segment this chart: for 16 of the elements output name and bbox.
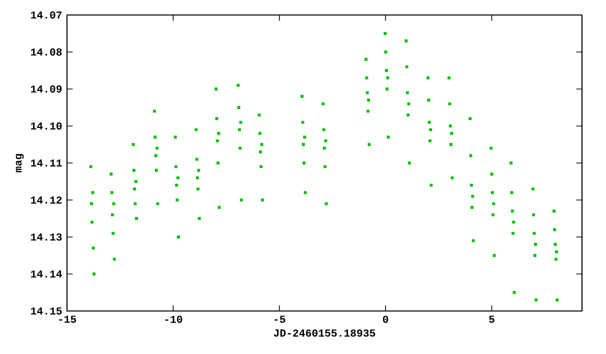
x-tick-label: -15 xyxy=(59,316,76,323)
y-tick-label: 14.11 xyxy=(31,159,62,167)
y-tick-label: 14.09 xyxy=(31,85,62,93)
x-tick-label: 0 xyxy=(382,316,388,323)
x-tick-label: -10 xyxy=(165,316,182,323)
x-axis-title: JD-2460155.18935 xyxy=(274,329,376,337)
y-tick-label: 14.15 xyxy=(31,307,62,315)
y-tick-label: 14.12 xyxy=(31,196,62,204)
y-tick-label: 14.07 xyxy=(31,11,62,19)
y-tick-label: 14.08 xyxy=(31,48,62,56)
x-tick-label: -5 xyxy=(274,316,286,323)
y-axis-title: mag xyxy=(16,154,24,172)
y-tick-label: 14.14 xyxy=(31,270,62,278)
y-tick-label: 14.10 xyxy=(31,122,62,130)
y-tick-label: 14.13 xyxy=(31,233,62,241)
x-tick-label: 5 xyxy=(489,316,494,323)
